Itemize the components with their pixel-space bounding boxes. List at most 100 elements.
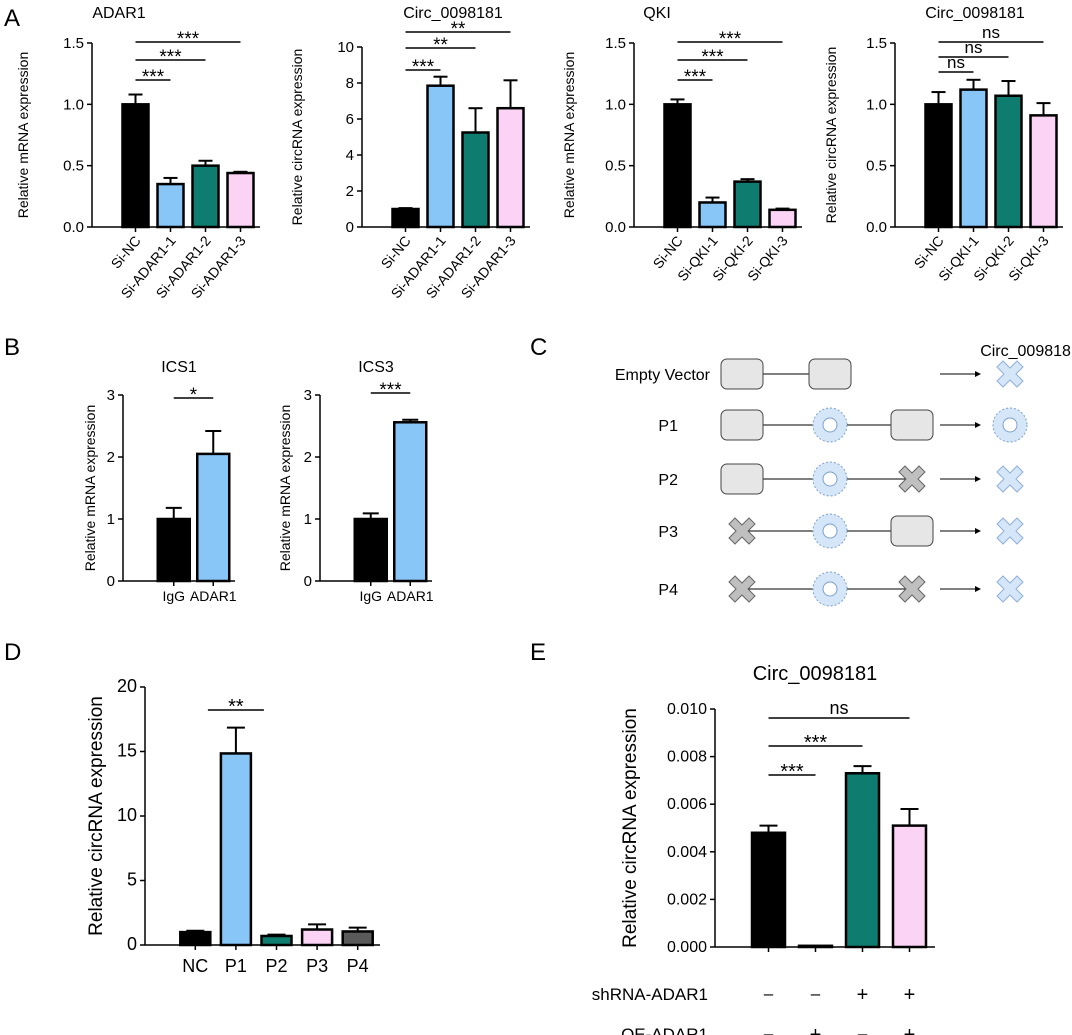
y-axis-label: Relative mRNA expression xyxy=(277,405,293,572)
arrow-head xyxy=(975,476,981,482)
chart-b1: ICS1 0 1 2 3 Relative mRNA expression IgG ADAR1… xyxy=(82,359,237,604)
y-axis-label: Relative circRNA expression xyxy=(823,47,839,224)
condition-mark: – xyxy=(811,984,821,1003)
significance-label: *** xyxy=(719,29,742,50)
y-tick-label: 0 xyxy=(346,219,354,236)
y-tick-label: 3 xyxy=(107,387,115,404)
result-cross xyxy=(996,575,1024,603)
panel-letter-c: C xyxy=(530,334,547,361)
bar xyxy=(196,452,231,583)
y-tick-label: 1.5 xyxy=(63,35,84,52)
condition-mark: – xyxy=(764,984,774,1003)
significance-label: *** xyxy=(159,47,182,68)
arrow-head xyxy=(975,586,981,592)
panel-letter-d: D xyxy=(4,639,21,666)
chart-d: 0 5 10 15 20 Relative circRNA expression NC P1 P… xyxy=(86,676,380,976)
x-tick-label: NC xyxy=(182,956,208,976)
x-tick-label: P3 xyxy=(306,956,328,976)
significance-label: *** xyxy=(701,47,724,68)
x-tick-label: P4 xyxy=(347,956,369,976)
x-tick-label: P2 xyxy=(265,956,287,976)
y-tick-label: 20 xyxy=(117,676,137,696)
bar xyxy=(891,824,928,949)
y-tick-label: 1.5 xyxy=(866,35,887,52)
cross-shape xyxy=(728,575,756,603)
y-tick-label: 15 xyxy=(117,741,137,761)
y-axis-label: Relative mRNA expression xyxy=(15,52,31,219)
bar xyxy=(191,164,220,229)
significance-label: ns xyxy=(965,38,983,57)
bar xyxy=(300,928,334,947)
diagram-row-label: P1 xyxy=(658,418,678,435)
y-tick-label: 2 xyxy=(107,449,115,466)
diagram-header: Circ_0098181 xyxy=(980,343,1072,360)
y-axis-label: Relative circRNA expression xyxy=(620,708,641,948)
y-tick-label: 1 xyxy=(107,511,115,528)
bar xyxy=(391,207,420,229)
condition-label: OE-ADAR1 xyxy=(621,1025,708,1035)
result-cross xyxy=(996,465,1024,493)
condition-mark: + xyxy=(904,1024,916,1035)
y-tick-label: 3 xyxy=(304,387,312,404)
bar xyxy=(924,103,953,229)
bar xyxy=(226,171,255,229)
bar xyxy=(461,131,490,229)
x-tick-label: ADAR1 xyxy=(190,588,237,604)
diagram-row-label: P2 xyxy=(658,472,678,489)
panel-letter-e: E xyxy=(530,639,546,666)
y-tick-label: 10 xyxy=(337,39,354,56)
ring-hole xyxy=(822,417,838,433)
result-cross xyxy=(996,360,1024,388)
y-tick-label: 6 xyxy=(346,111,354,128)
y-tick-label: 0 xyxy=(304,573,312,590)
chart-title: ADAR1 xyxy=(92,5,145,22)
x-tick-label: IgG xyxy=(162,588,185,604)
significance-label: * xyxy=(190,385,198,406)
y-tick-label: 1.0 xyxy=(605,96,626,113)
y-tick-label: 0.0 xyxy=(605,219,626,236)
y-tick-label: 0.004 xyxy=(667,844,707,861)
chart-title: ICS1 xyxy=(161,359,197,376)
condition-mark: – xyxy=(764,1024,774,1035)
bar xyxy=(156,517,191,583)
bar xyxy=(750,831,787,949)
box-shape xyxy=(720,463,764,495)
y-axis-label: Relative circRNA expression xyxy=(86,696,107,936)
bar xyxy=(219,752,253,947)
bar xyxy=(393,421,428,583)
diagram-row-label: Empty Vector xyxy=(615,367,711,384)
condition-mark: + xyxy=(810,1024,822,1035)
y-tick-label: 0 xyxy=(127,934,137,954)
y-tick-label: 0.008 xyxy=(667,749,707,766)
chart-a2: Circ_0098181 0 2 4 6 8 10 Relative circRNA expr… xyxy=(289,5,530,301)
y-tick-label: 0.010 xyxy=(667,701,707,718)
y-tick-label: 0.0 xyxy=(63,219,84,236)
bar xyxy=(959,88,988,229)
ring-hole xyxy=(1002,417,1018,433)
significance-label: *** xyxy=(412,57,435,78)
y-tick-label: 0.0 xyxy=(866,219,887,236)
y-tick-label: 2 xyxy=(304,449,312,466)
diagram-row-label: P4 xyxy=(658,582,678,599)
y-tick-label: 0.000 xyxy=(667,939,707,956)
box-shape xyxy=(890,515,934,547)
arrow-head xyxy=(975,528,981,534)
cross-shape xyxy=(898,575,926,603)
chart-b2: ICS3 0 1 2 3 Relative mRNA expression IgG ADAR1… xyxy=(277,359,434,604)
result-cross xyxy=(996,517,1024,545)
significance-label: *** xyxy=(177,29,200,50)
significance-label: ** xyxy=(228,696,244,718)
bar xyxy=(341,930,374,947)
y-tick-label: 1.0 xyxy=(63,96,84,113)
y-tick-label: 1.0 xyxy=(866,96,887,113)
box-shape xyxy=(720,358,764,390)
y-tick-label: 0.5 xyxy=(605,158,626,175)
chart-title: ICS3 xyxy=(358,359,394,376)
significance-label: ns xyxy=(982,23,1000,42)
ring-hole xyxy=(822,471,838,487)
diagram-row-label: P3 xyxy=(658,524,678,541)
significance-label: *** xyxy=(142,67,165,88)
significance-label: ns xyxy=(947,53,965,72)
significance-label: ** xyxy=(451,19,466,40)
